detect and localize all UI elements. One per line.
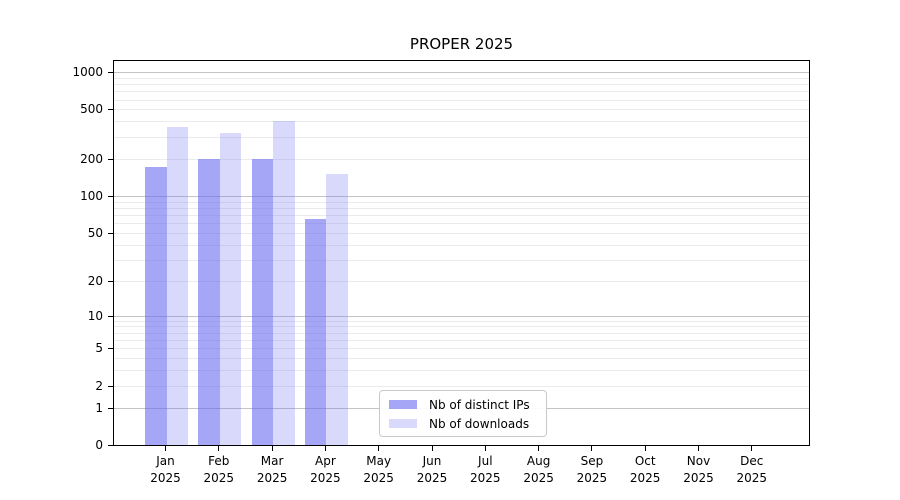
x-tick-label-jan: Jan 2025 bbox=[150, 454, 181, 485]
gridline-700 bbox=[114, 91, 809, 93]
legend-item-downloads: Nb of downloads bbox=[389, 414, 537, 433]
y-tick-mark-500 bbox=[108, 109, 113, 111]
y-tick-mark-50 bbox=[108, 232, 113, 234]
gridline-900 bbox=[114, 77, 809, 79]
x-tick-mark-aug bbox=[538, 446, 540, 451]
y-tick-label-50: 50 bbox=[87, 225, 103, 240]
x-tick-label-apr: Apr 2025 bbox=[310, 454, 341, 485]
x-tick-mark-jun bbox=[431, 446, 433, 451]
gridline-30 bbox=[114, 259, 809, 261]
y-tick-label-5: 5 bbox=[95, 341, 103, 356]
gridline-4 bbox=[114, 358, 809, 360]
gridline-10 bbox=[114, 315, 809, 317]
gridline-500 bbox=[114, 109, 809, 111]
legend: Nb of distinct IPs Nb of downloads bbox=[379, 390, 547, 437]
legend-item-distinct-ips: Nb of distinct IPs bbox=[389, 395, 537, 414]
y-tick-label-0: 0 bbox=[95, 438, 103, 452]
gridline-800 bbox=[114, 84, 809, 85]
gridline-90 bbox=[114, 201, 809, 203]
y-tick-label-100: 100 bbox=[80, 188, 103, 203]
x-tick-mark-nov bbox=[698, 446, 699, 451]
y-tick-mark-100 bbox=[108, 195, 113, 197]
x-tick-mark-apr bbox=[324, 446, 326, 451]
y-tick-mark-2 bbox=[108, 385, 113, 387]
x-tick-label-dec: Dec 2025 bbox=[736, 454, 768, 485]
legend-swatch-distinct-ips-icon bbox=[389, 400, 417, 409]
y-tick-mark-5 bbox=[108, 348, 113, 350]
gridline-5 bbox=[114, 348, 809, 350]
x-tick-label-mar: Mar 2025 bbox=[256, 454, 288, 485]
y-tick-mark-1000 bbox=[108, 72, 113, 73]
bar-distinct-ips-apr bbox=[304, 218, 327, 445]
gridline-40 bbox=[114, 244, 809, 246]
x-tick-label-oct: Oct 2025 bbox=[629, 454, 661, 485]
gridline-200 bbox=[114, 158, 809, 160]
y-tick-label-10: 10 bbox=[87, 308, 103, 323]
x-tick-label-sep: Sep 2025 bbox=[576, 454, 608, 485]
x-tick-label-may: May 2025 bbox=[363, 454, 394, 485]
y-tick-mark-0 bbox=[108, 445, 113, 446]
y-tick-label-200: 200 bbox=[80, 151, 103, 166]
gridline-1000 bbox=[114, 72, 809, 73]
x-tick-mark-jul bbox=[484, 446, 486, 451]
gridline-100 bbox=[114, 195, 809, 197]
x-tick-label-jun: Jun 2025 bbox=[416, 454, 448, 485]
y-tick-mark-200 bbox=[108, 158, 113, 160]
y-tick-mark-20 bbox=[108, 280, 113, 282]
y-tick-mark-1 bbox=[108, 407, 113, 409]
x-axis: Jan 2025 Feb 2025 Mar 2025 Apr 2025 May 2025 Jun 20… bbox=[113, 446, 810, 496]
gridline-20 bbox=[114, 280, 809, 282]
legend-label-downloads: Nb of downloads bbox=[429, 416, 530, 431]
y-axis: 0 1 2 5 10 20 50 100 200 500 1000 bbox=[0, 61, 113, 452]
gridline-400 bbox=[114, 121, 809, 123]
y-tick-label-500: 500 bbox=[80, 102, 103, 117]
gridline-3 bbox=[114, 370, 809, 372]
bar-downloads-jan bbox=[166, 127, 188, 445]
x-tick-mark-may bbox=[378, 446, 380, 451]
y-tick-label-20: 20 bbox=[87, 273, 103, 288]
x-tick-mark-jan bbox=[165, 446, 166, 451]
gridline-80 bbox=[114, 207, 809, 209]
x-tick-label-aug: Aug 2025 bbox=[523, 454, 554, 485]
x-tick-mark-mar bbox=[271, 446, 273, 451]
legend-swatch-downloads-icon bbox=[389, 419, 417, 428]
gridline-60 bbox=[114, 223, 809, 225]
bar-distinct-ips-jan bbox=[145, 167, 167, 445]
gridline-70 bbox=[114, 214, 809, 216]
bar-downloads-apr bbox=[326, 174, 348, 445]
gridline-2 bbox=[114, 385, 809, 387]
gridline-8 bbox=[114, 326, 809, 328]
x-tick-mark-oct bbox=[644, 446, 646, 451]
y-tick-label-2: 2 bbox=[95, 378, 103, 393]
bar-distinct-ips-mar bbox=[251, 158, 274, 445]
y-tick-label-1: 1 bbox=[95, 400, 103, 415]
x-tick-mark-dec bbox=[751, 446, 753, 451]
x-tick-label-feb: Feb 2025 bbox=[203, 454, 235, 485]
x-tick-label-nov: Nov 2025 bbox=[683, 454, 714, 485]
legend-label-distinct-ips: Nb of distinct IPs bbox=[429, 397, 530, 412]
gridline-7 bbox=[114, 332, 809, 334]
chart-title: PROPER 2025 bbox=[409, 35, 514, 53]
y-tick-mark-10 bbox=[108, 315, 113, 317]
gridline-300 bbox=[114, 136, 809, 138]
y-tick-label-1000: 1000 bbox=[72, 65, 103, 79]
x-tick-mark-feb bbox=[218, 446, 220, 451]
gridline-9 bbox=[114, 320, 809, 322]
gridline-6 bbox=[114, 339, 809, 341]
gridline-600 bbox=[114, 99, 809, 101]
x-tick-mark-sep bbox=[591, 446, 593, 451]
plot-area bbox=[113, 60, 810, 446]
bar-distinct-ips-feb bbox=[198, 158, 220, 445]
x-tick-label-jul: Jul 2025 bbox=[470, 454, 501, 485]
bar-downloads-feb bbox=[219, 133, 242, 445]
bar-downloads-mar bbox=[273, 121, 295, 445]
gridline-50 bbox=[114, 232, 809, 234]
